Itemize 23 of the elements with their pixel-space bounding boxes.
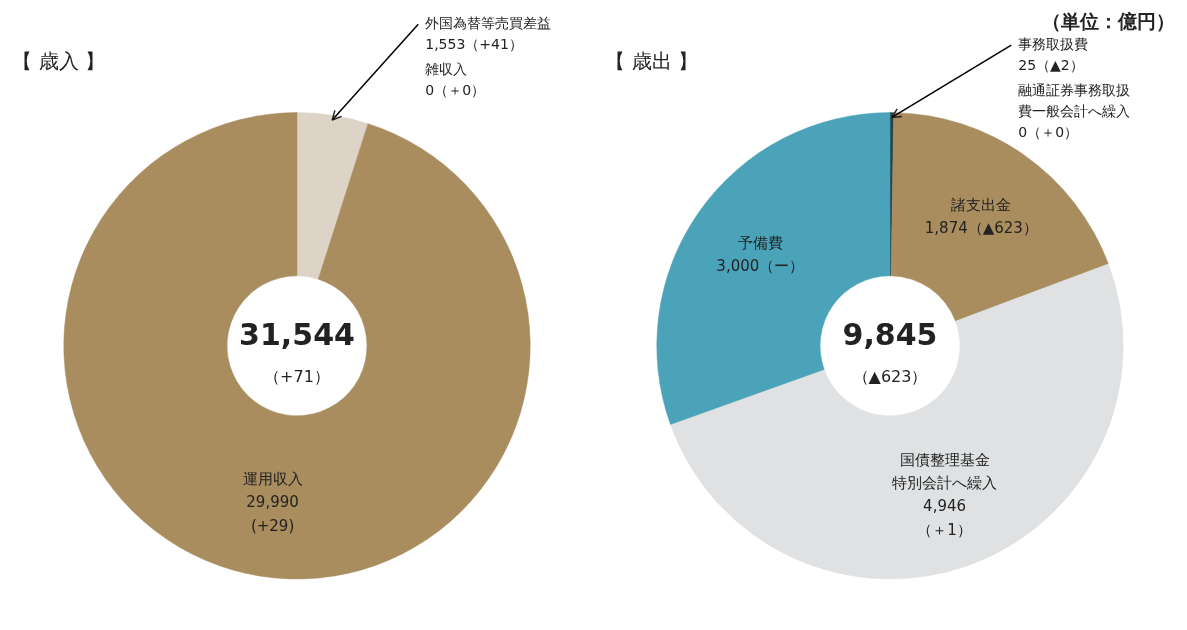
- slice-label: 運用収入: [242, 470, 303, 488]
- text: 9,845: [842, 317, 938, 353]
- category-label: 融通証券事務取扱費一般会計へ繰入: [1018, 82, 1131, 120]
- text: 【 歳出 】: [605, 49, 699, 74]
- slice-label: 外国為替等売買差益: [425, 14, 552, 31]
- data-label: 4,946 （＋1）: [917, 497, 972, 539]
- data-label: 1,874（▲623）: [924, 218, 1038, 237]
- data-label: 25（▲2）: [1018, 56, 1084, 73]
- data-label: 1,553（+41）: [425, 35, 523, 52]
- slice-label: 予備費: [737, 233, 783, 252]
- text: （▲623）: [852, 366, 928, 386]
- text: （+71）: [264, 366, 330, 386]
- slice-label: 事務取扱費: [1018, 35, 1089, 52]
- text: 0（＋0）: [1018, 124, 1079, 141]
- data-label: 29,990 (+29): [246, 493, 299, 535]
- text: （単位：億円）: [1041, 10, 1175, 33]
- text: 【 歳入 】: [12, 49, 106, 74]
- data-label: 3,000（ー）: [716, 257, 805, 276]
- slice-label: 国債整理基金特別会計へ繰入: [892, 450, 998, 492]
- text: 31,544: [239, 317, 355, 353]
- category-label: 雑収入: [425, 61, 468, 78]
- text: 0（＋0）: [425, 82, 486, 99]
- slice-label: 諸支出金: [951, 195, 1012, 214]
